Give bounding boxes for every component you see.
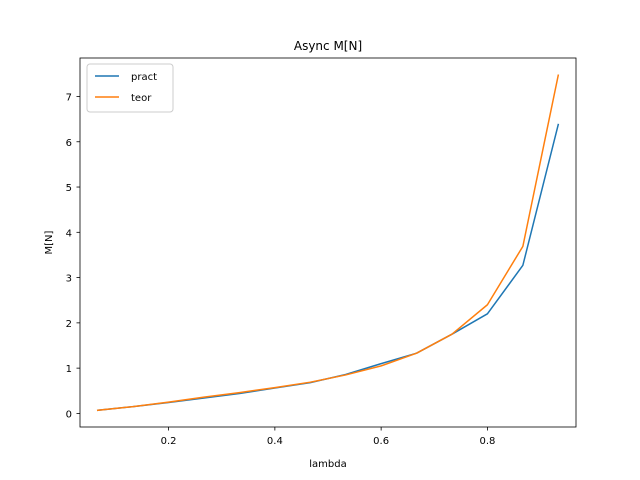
axes-frame [79, 57, 577, 428]
legend: pract teor [86, 63, 174, 113]
y-tick-label: 3 [66, 274, 72, 285]
x-axis-label: lambda [309, 459, 346, 470]
y-tick-label: 0 [66, 409, 72, 420]
series-line-teor [96, 74, 560, 412]
x-tick-label: 0.8 [479, 436, 495, 447]
plot-area: 0.2 0.4 0.6 0.8 0 1 2 3 4 5 6 7 [66, 57, 577, 447]
y-tick-label: 6 [66, 138, 72, 149]
legend-box [86, 63, 174, 113]
x-tick-label: 0.6 [373, 436, 389, 447]
y-tick-label: 2 [66, 319, 72, 330]
y-tick-label: 4 [66, 228, 72, 239]
chart-title: Async M[N] [294, 39, 362, 53]
y-tick-label: 7 [66, 92, 72, 103]
y-tick-label: 1 [66, 364, 72, 375]
x-tick-label: 0.4 [267, 436, 283, 447]
y-axis-label: M[N] [44, 230, 55, 254]
legend-label-pract: pract [131, 72, 157, 83]
y-tick-label: 5 [66, 183, 72, 194]
legend-label-teor: teor [131, 93, 152, 104]
x-tick-label: 0.2 [161, 436, 177, 447]
